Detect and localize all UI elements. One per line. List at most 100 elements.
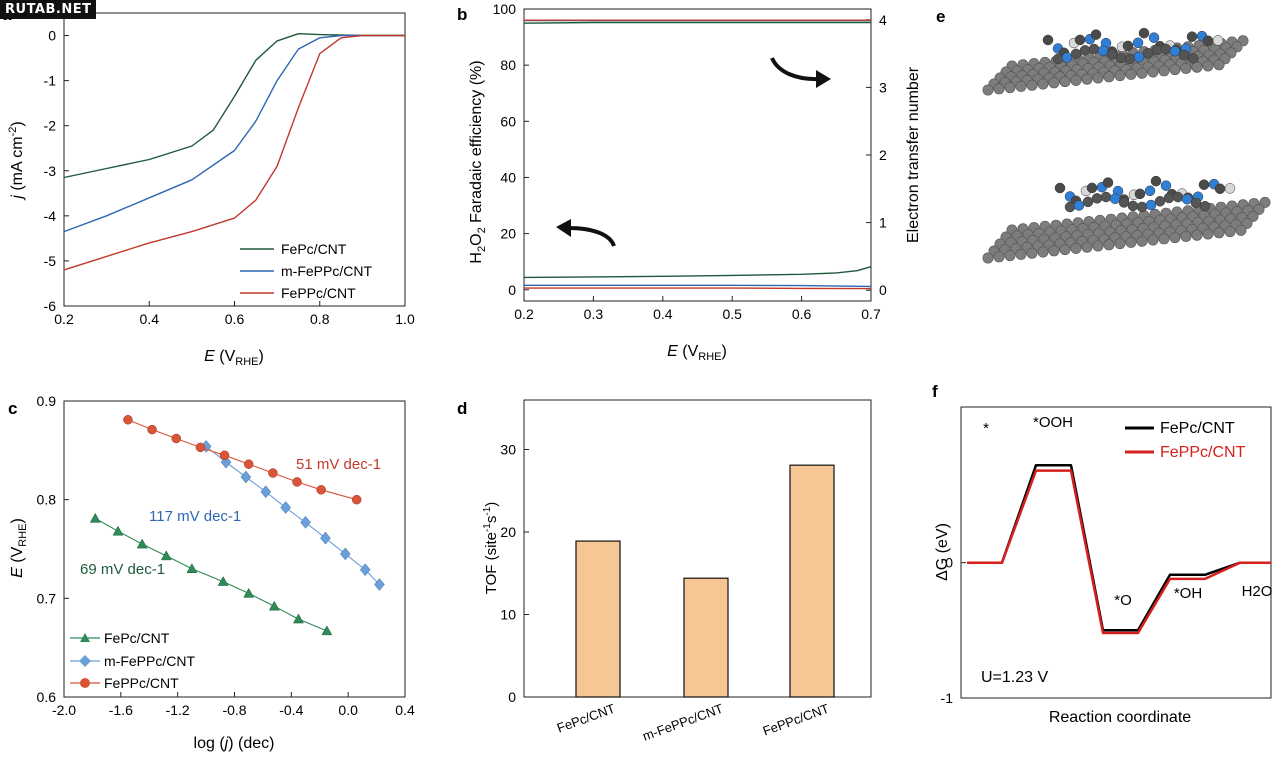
x-tick-label: 0.3 bbox=[584, 306, 604, 322]
panel-label-c: c bbox=[8, 399, 17, 418]
panel-f-frame bbox=[960, 406, 1272, 699]
data-point-circle bbox=[316, 485, 326, 495]
legend-c-label-feppc: FePPc/CNT bbox=[104, 675, 179, 691]
y-tick-right-label: 4 bbox=[879, 12, 887, 28]
graphene-atom bbox=[1070, 74, 1082, 86]
panel-b-series bbox=[523, 19, 872, 290]
molecule-atom bbox=[1172, 191, 1184, 203]
y-tick-label: -6 bbox=[44, 298, 57, 314]
panel-f-ylabel: ΔG (eV) bbox=[934, 523, 951, 581]
data-point-diamond bbox=[280, 501, 291, 514]
data-point-triangle bbox=[293, 613, 304, 624]
graphene-atom bbox=[1015, 248, 1027, 260]
y-tick-label: 0.6 bbox=[37, 689, 57, 705]
data-point-circle bbox=[243, 459, 254, 469]
y-tick-label: 0.9 bbox=[37, 393, 57, 409]
panel-d: 0 10 20 30 FePc/CNT m-FePPc/CNT FePPc/CNT TOF… bbox=[482, 399, 872, 744]
legend-f-label-feppc: FePPc/CNT bbox=[1160, 444, 1246, 461]
x-tick-label: -0.8 bbox=[222, 702, 246, 718]
graphene-atom bbox=[1158, 65, 1170, 77]
y-tick-label: 40 bbox=[500, 169, 516, 185]
step-label: H2O bbox=[1242, 583, 1273, 600]
data-point-triangle bbox=[268, 600, 280, 611]
panel-d-yticks: 0 10 20 30 bbox=[500, 442, 529, 705]
bar-FePPc/CNT bbox=[789, 464, 835, 698]
y-tick-label: 0 bbox=[508, 689, 516, 705]
panel-b-xlabel: E (VRHE) bbox=[667, 343, 727, 363]
molecule-atom bbox=[1198, 179, 1210, 190]
data-point-triangle bbox=[136, 538, 148, 549]
y-tick-label: 30 bbox=[500, 442, 516, 458]
molecule-atom bbox=[1214, 183, 1226, 194]
panel-label-d: d bbox=[457, 399, 467, 418]
y-tick-label: -4 bbox=[44, 208, 57, 224]
molecule-atom bbox=[1154, 196, 1166, 207]
data-point-circle bbox=[147, 424, 157, 435]
data-point-circle bbox=[219, 450, 230, 461]
legend-c-triangle-marker bbox=[80, 633, 90, 642]
panel-label-b: b bbox=[457, 5, 467, 24]
molecule-atom bbox=[1042, 34, 1054, 46]
graphene-atom bbox=[1253, 203, 1265, 215]
graphene-atom bbox=[1158, 233, 1170, 245]
arrow-left-axis-icon bbox=[567, 226, 616, 247]
graphene-atom bbox=[1048, 77, 1060, 89]
graphene-atom bbox=[1202, 228, 1214, 240]
x-tick-label: 0.4 bbox=[653, 306, 673, 322]
data-point-triangle bbox=[321, 625, 333, 636]
legend-c-label-fepc: FePc/CNT bbox=[104, 630, 170, 646]
panel-b: 0.2 0.3 0.4 0.5 0.6 0.7 0 20 40 60 80 100 0 1 2 3 4 E … bbox=[468, 1, 922, 363]
x-tick-label: -0.4 bbox=[279, 702, 303, 718]
molecule-atom bbox=[1133, 51, 1145, 63]
step-label: *OOH bbox=[1033, 414, 1073, 431]
data-point-triangle bbox=[89, 512, 101, 523]
molecule-atom bbox=[1145, 199, 1157, 211]
molecule-atom bbox=[1199, 200, 1211, 212]
molecule-atom bbox=[1064, 201, 1076, 213]
data-point-triangle bbox=[160, 550, 172, 561]
molecule-atom bbox=[1090, 29, 1102, 40]
series-line-FePc/CNT bbox=[63, 33, 405, 179]
panel-label-f: f bbox=[932, 382, 938, 401]
panel-d-bars: FePc/CNT m-FePPc/CNT FePPc/CNT bbox=[555, 464, 835, 744]
legend-c-diamond-marker bbox=[79, 655, 91, 667]
series-line-FePc/CNT FE bbox=[523, 266, 872, 279]
graphene-atom bbox=[1224, 226, 1236, 238]
x-tick-label: 0.6 bbox=[225, 311, 245, 327]
x-tick-label: 0.4 bbox=[140, 311, 160, 327]
panel-a-xlabel: E (VRHE) bbox=[204, 348, 264, 368]
data-point-circle bbox=[195, 442, 206, 453]
molecule-atom bbox=[1134, 188, 1146, 200]
x-tick-label: 0.4 bbox=[395, 702, 415, 718]
energy-profile-FePPc/CNT bbox=[967, 469, 1271, 635]
panel-a-legend: FePc/CNT m-FePPc/CNT FePPc/CNT bbox=[240, 241, 372, 301]
graphene-atom bbox=[1202, 60, 1214, 72]
molecule-atom bbox=[1132, 37, 1144, 49]
y-tick-label: 0 bbox=[48, 28, 56, 44]
panel-c-series bbox=[89, 414, 385, 636]
graphene-atom bbox=[1125, 68, 1137, 80]
y-tick-right-label: 1 bbox=[879, 215, 887, 231]
y-tick-label: 100 bbox=[493, 1, 517, 17]
molecule-atom bbox=[1073, 200, 1085, 211]
molecule-atom bbox=[1088, 43, 1100, 55]
data-point-circle bbox=[268, 468, 278, 478]
molecule-atom bbox=[1202, 35, 1214, 46]
panel-f-series bbox=[967, 463, 1271, 635]
graphene-atom bbox=[1213, 227, 1225, 239]
series-line-FePPc/CNT FE bbox=[524, 287, 872, 290]
step-label: *OH bbox=[1174, 585, 1202, 602]
data-point-diamond bbox=[240, 470, 252, 484]
y-tick-label: 20 bbox=[500, 226, 516, 242]
series-line-FePc/CNT n bbox=[523, 21, 871, 24]
data-point-triangle bbox=[217, 576, 229, 586]
molecule-atom bbox=[1122, 40, 1134, 52]
molecule-atom bbox=[1100, 191, 1112, 203]
molecule-atom bbox=[1181, 193, 1193, 205]
graphene-atom bbox=[1247, 210, 1259, 222]
panel-e-structures bbox=[982, 27, 1271, 264]
graphene-atom bbox=[982, 252, 994, 264]
legend-c-label-m-feppc: m-FePPc/CNT bbox=[104, 653, 195, 669]
